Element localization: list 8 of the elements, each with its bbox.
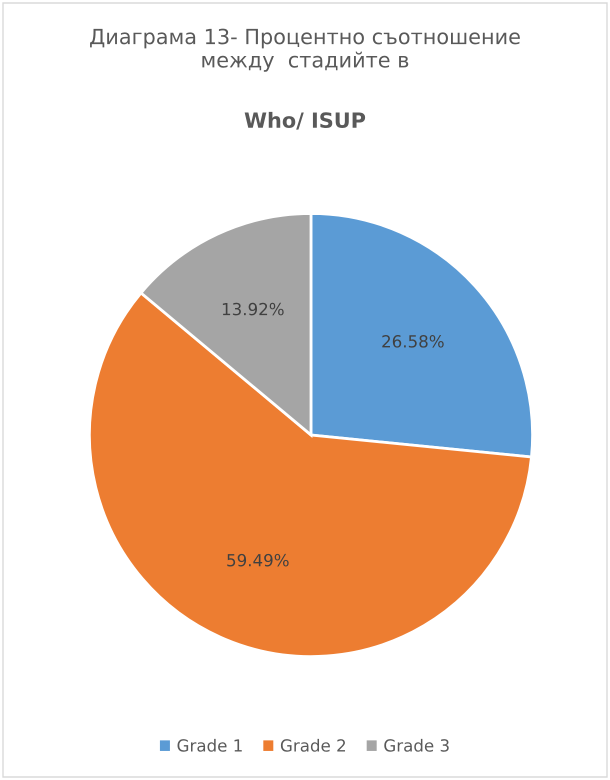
- legend-label: Grade 2: [280, 738, 346, 752]
- legend-label: Grade 3: [384, 738, 449, 752]
- data-label: 13.92%: [222, 302, 284, 316]
- data-label: 59.49%: [227, 554, 289, 566]
- chart-subtitle: Who/ ISUP: [244, 112, 366, 130]
- chart-title: Диаграма 13- Процентно съотношение между стадийте в: [90, 28, 520, 72]
- legend-label: Grade 1: [178, 738, 242, 752]
- data-label: 26.58%: [382, 335, 444, 348]
